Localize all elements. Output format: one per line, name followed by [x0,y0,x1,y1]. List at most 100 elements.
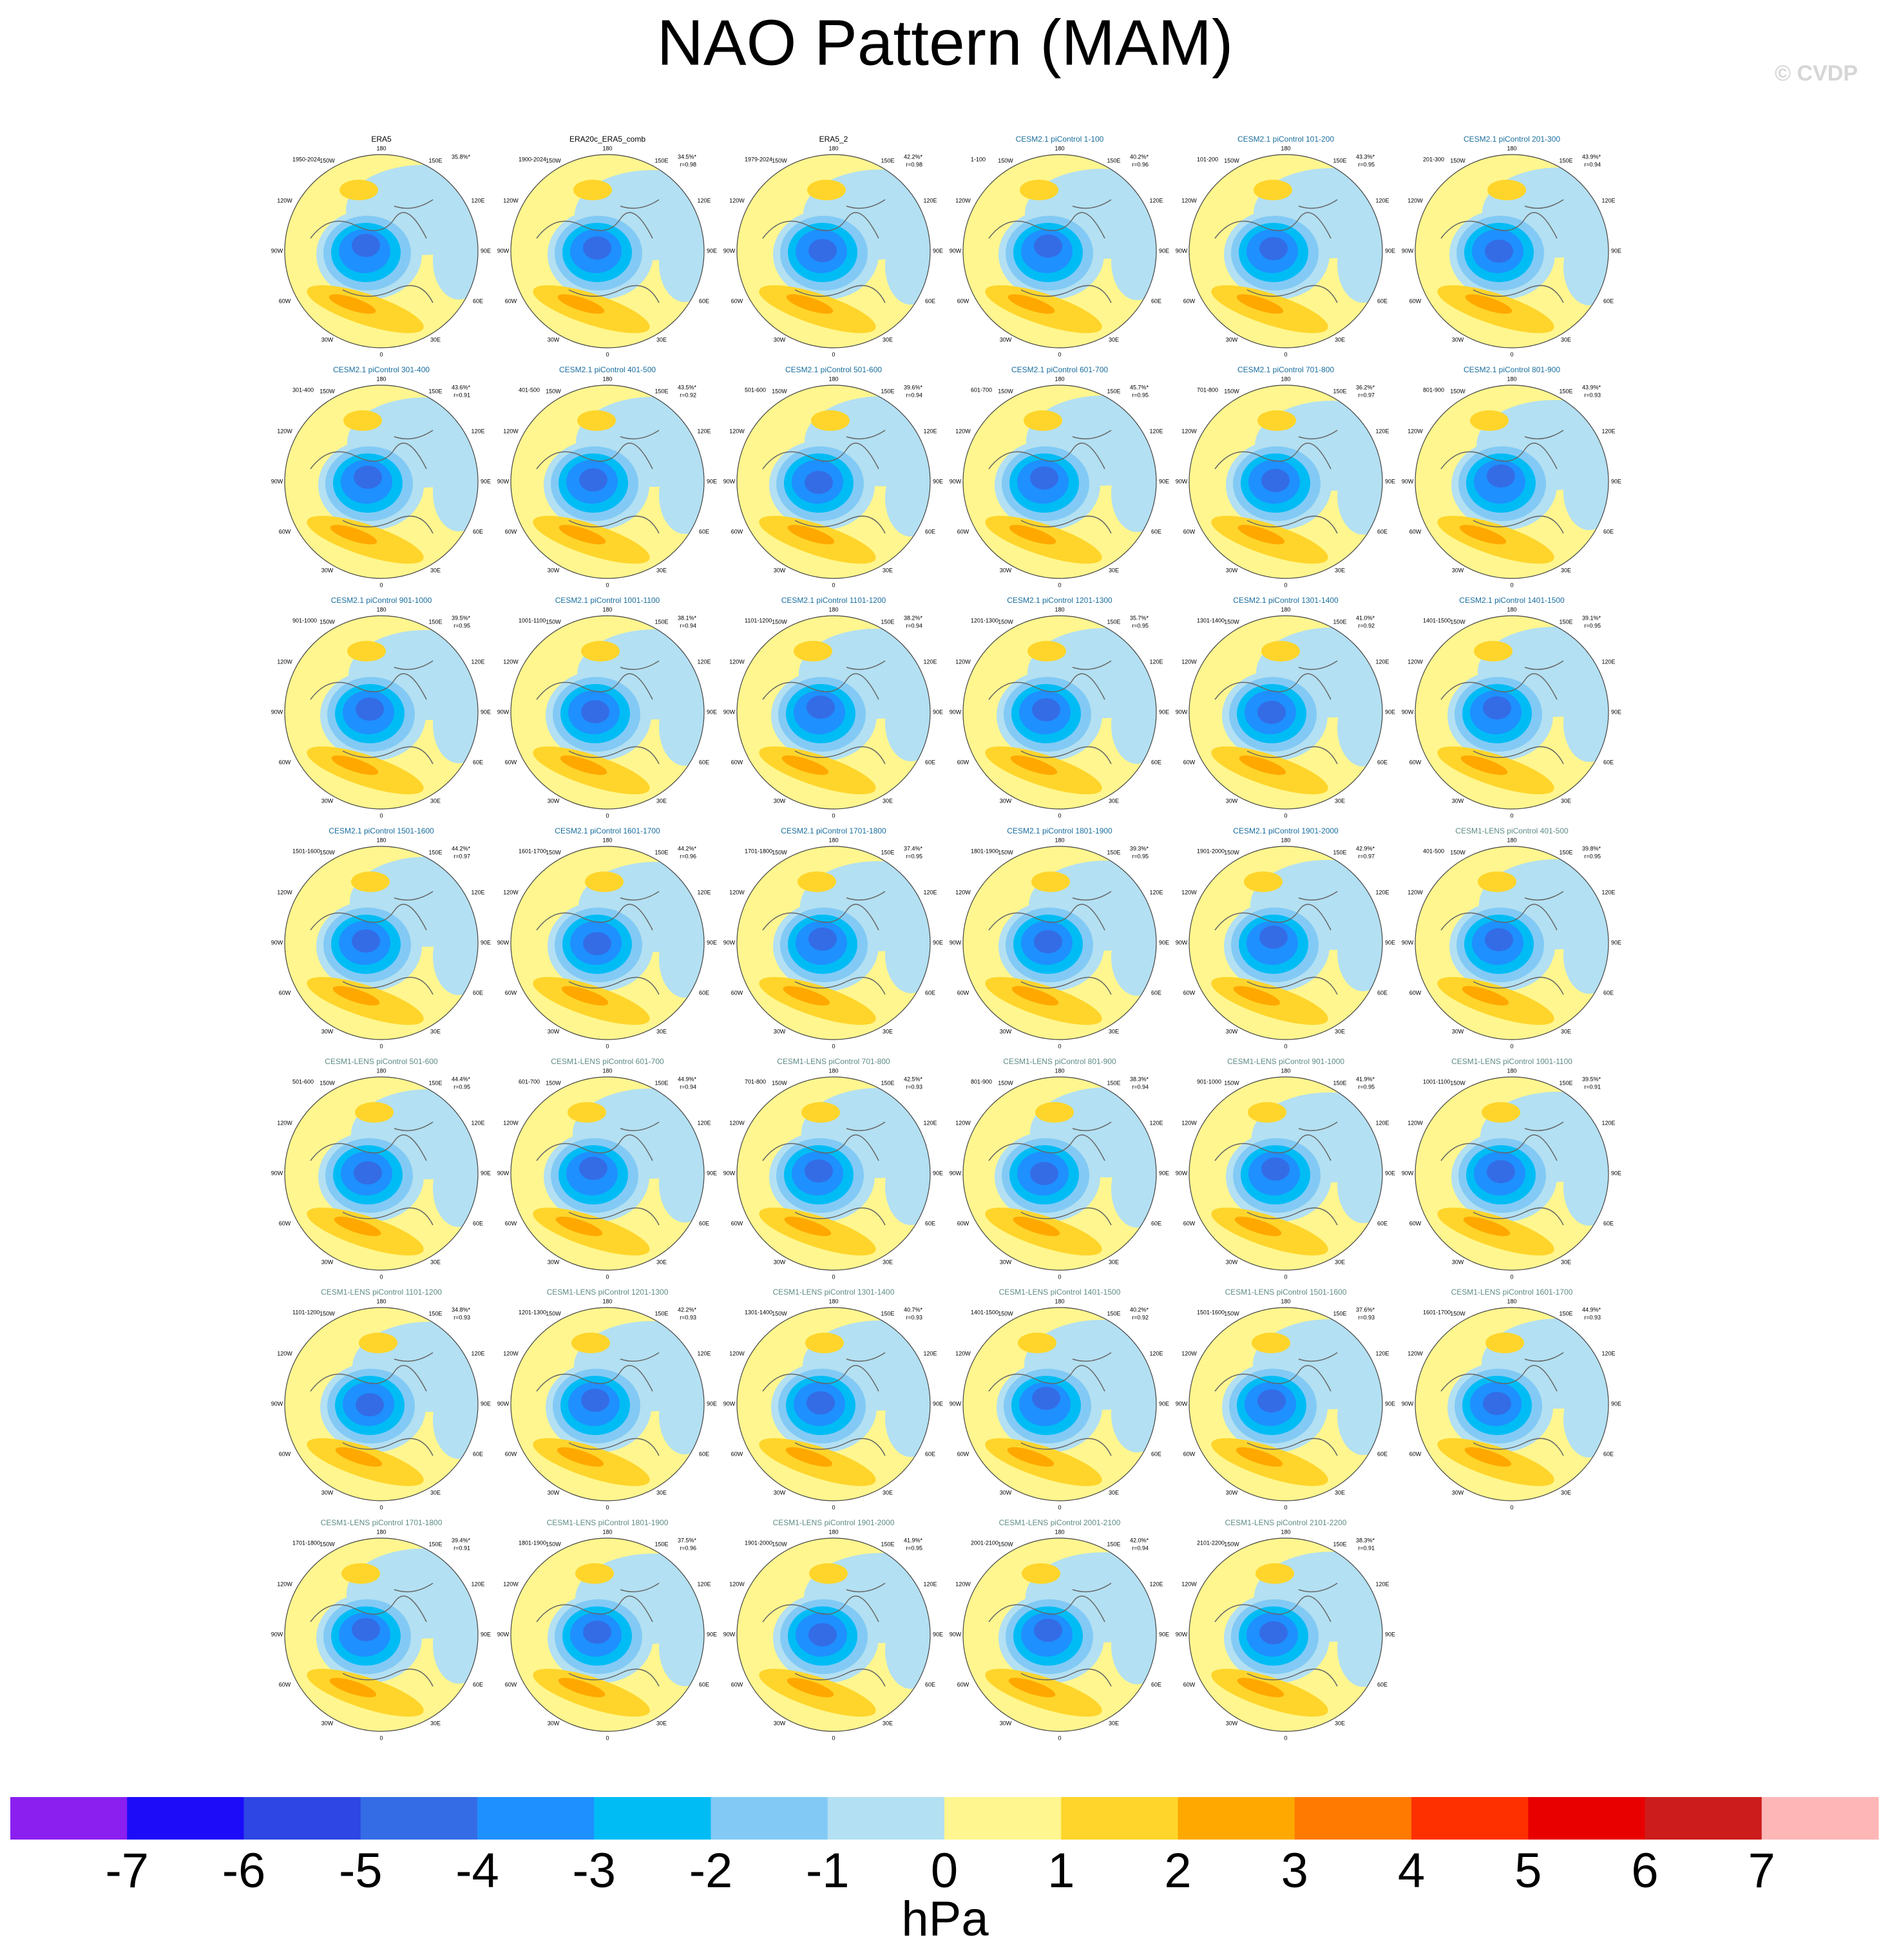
map-coordinate-label: 60E [1151,1451,1161,1457]
map-coordinate-label: 0 [1510,582,1513,588]
map-coordinate-label: 60E [925,1220,935,1226]
positive-region [557,294,605,314]
panel-percent: 43.9%* [1582,384,1601,390]
map-coordinate-label: 150E [1107,618,1120,625]
map-field [1415,616,1608,809]
map-coordinate-label: 30E [1109,797,1119,804]
map-coordinate-label: 120W [729,1581,745,1587]
map-coordinate-label: 30W [1226,1028,1238,1034]
map-coordinate-label: 150W [320,1541,335,1547]
map-coordinate-label: 120W [503,428,519,434]
map-field [511,616,704,809]
negative-region [1337,1146,1382,1223]
coastline [1214,430,1338,534]
coastline [1214,660,1338,765]
map-coordinate-label: 150W [546,849,561,855]
map-coordinate-label: 120E [923,889,937,895]
map-coordinate-label: 150W [546,1080,561,1086]
map-coordinate-label: 150W [1224,849,1239,855]
map-coordinate-label: 90W [271,709,283,715]
map-coordinate-label: 60E [925,759,935,765]
map-coordinate-label: 90W [497,478,510,484]
map-coordinate-label: 30E [883,797,893,804]
map-panel: 180 150W 150E 120W 120E 90W 90E 60W 60E 30W 30E 0 CE… [723,1518,943,1741]
map-field [511,385,704,578]
map-coordinate-label: 60W [279,528,291,535]
map-coordinate-label: 150W [998,388,1013,394]
map-coordinate-label: 180 [1055,606,1064,613]
panel-period: 1501-1600 [1197,1309,1225,1315]
panel-percent: 40.2%* [1130,153,1149,160]
panel-correlation: r=0.94 [1132,1083,1149,1090]
panel-title: CESM2.1 piControl 1-100 [1016,135,1104,144]
panel-percent: 44.2%* [452,845,471,852]
map-coordinate-label: 60W [1183,528,1196,535]
panel-period: 1701-1800 [745,848,772,854]
coastline [1214,1583,1338,1687]
map-border [1188,846,1383,1040]
map-coordinate-label: 30W [548,1720,560,1726]
panel-correlation: r=0.95 [906,1545,922,1551]
panel-percent: 44.9%* [678,1076,697,1082]
map-coordinate-label: 90W [1402,1170,1414,1176]
map-coordinate-label: 150E [428,388,442,394]
panel-title: CESM1-LENS piControl 2001-2100 [999,1518,1121,1527]
map-coordinate-label: 60W [505,528,517,535]
map-coordinate-label: 60W [731,528,743,535]
map-panel: 180 150W 150E 120W 120E 90W 90E 60W 60E 30W 30E 0 CE… [950,1057,1169,1280]
map-coordinate-label: 60E [1603,759,1614,765]
map-coordinate-label: 120W [503,658,519,665]
panel-title: CESM2.1 piControl 201-300 [1464,135,1560,144]
map-coordinate-label: 30E [656,797,667,804]
panel-title: CESM2.1 piControl 1701-1800 [781,826,886,835]
map-coordinate-label: 90W [271,478,283,484]
map-coordinate-label: 30W [321,336,334,343]
map-field [737,846,930,1040]
map-coordinate-label: 150W [998,1541,1013,1547]
map-coordinate-label: 150W [1224,388,1239,394]
panel-percent: 43.9%* [1582,153,1601,160]
negative-region [1034,234,1062,258]
map-coordinate-label: 120W [1408,658,1423,665]
colorbar-tick-label: 1 [1047,1843,1074,1898]
map-field [737,1077,930,1270]
map-coordinate-label: 120E [1149,1350,1163,1356]
map-coordinate-label: 90E [481,478,491,484]
positive-region [805,1333,844,1353]
map-panel: 180 150W 150E 120W 120E 90W 90E 60W 60E 30W 30E 0 ER… [271,135,491,357]
map-border [962,1307,1157,1501]
panel-correlation: r=0.95 [1358,161,1375,167]
panel-correlation: r=0.91 [1358,1545,1375,1551]
map-border [284,1076,479,1271]
map-field [737,1308,930,1501]
map-coordinate-label: 90W [271,939,283,946]
panel-title: CESM2.1 piControl 1801-1900 [1007,826,1112,835]
map-coordinate-label: 150E [881,1080,894,1086]
map-coordinate-label: 90W [950,247,962,254]
panel-correlation: r=0.94 [906,622,922,629]
coastline [762,1583,886,1687]
map-coordinate-label: 120W [1408,428,1423,434]
panel-correlation: r=0.92 [680,392,696,398]
map-coordinate-label: 60E [473,1681,483,1688]
map-coordinate-label: 90W [950,1400,962,1407]
negative-region [807,1391,835,1414]
map-coordinate-label: 150E [1333,849,1346,855]
map-coordinate-label: 0 [1510,1273,1513,1280]
positive-region [351,871,390,892]
positive-region [1248,1102,1286,1123]
map-panel: 180 150W 150E 120W 120E 90W 90E 60W 60E 30W 30E 0 CE… [950,1518,1169,1741]
negative-region [1030,1162,1058,1185]
panel-correlation: r=0.92 [1132,1314,1149,1320]
map-coordinate-label: 120W [1181,197,1197,204]
map-field [963,1308,1156,1501]
map-border [1188,1537,1383,1732]
panel-period: 1301-1400 [745,1309,772,1315]
panel-period: 1-100 [971,156,986,162]
map-coordinate-label: 30E [1335,1259,1345,1265]
panel-title: CESM2.1 piControl 601-700 [1011,365,1108,374]
panel-correlation: r=0.97 [1358,392,1375,398]
map-coordinate-label: 90E [1159,478,1169,484]
map-coordinate-label: 60E [699,298,709,304]
positive-region [1465,294,1513,314]
